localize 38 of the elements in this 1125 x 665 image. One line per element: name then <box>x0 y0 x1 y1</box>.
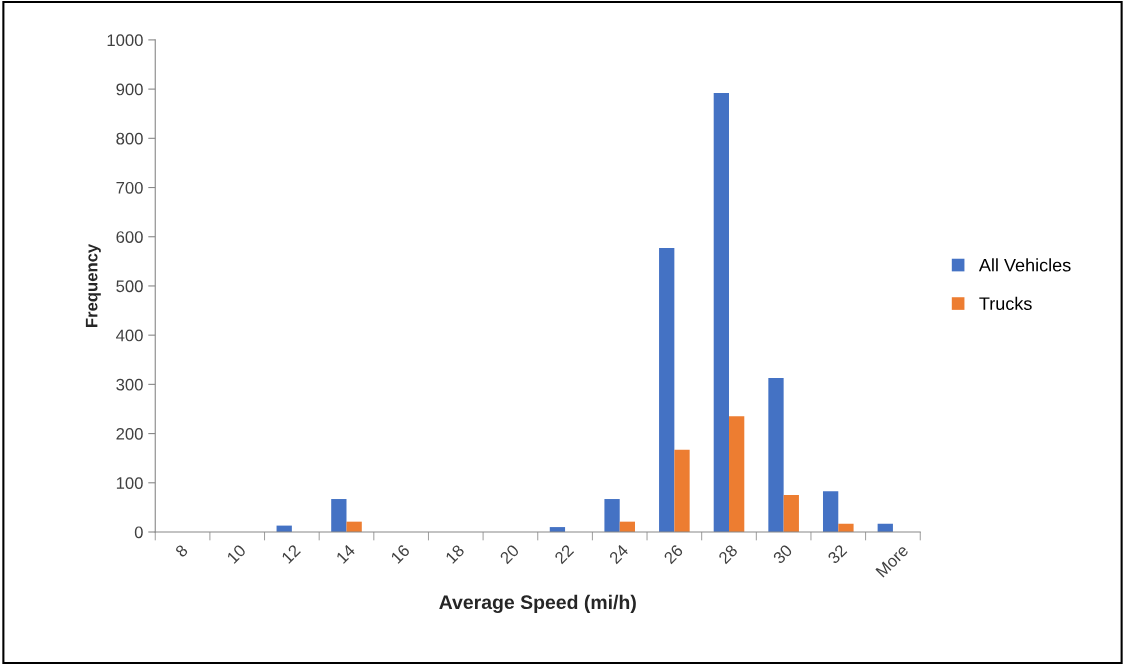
legend-label: Trucks <box>979 296 1032 311</box>
y-tick-label: 1000 <box>107 34 143 47</box>
x-tick-label: 14 <box>335 543 356 564</box>
bar <box>783 495 799 532</box>
y-tick-label: 700 <box>116 181 143 194</box>
x-tick-label: 12 <box>281 544 301 564</box>
bar <box>346 521 362 532</box>
x-tick-label: 28 <box>717 543 739 565</box>
x-tick-label: 10 <box>226 543 247 564</box>
x-tick-label: 26 <box>663 543 684 565</box>
legend-label: All Vehicles <box>978 258 1071 272</box>
y-tick-label: 100 <box>116 477 143 489</box>
x-tick-label: 8 <box>174 543 189 558</box>
bar <box>768 377 784 532</box>
bar <box>822 491 839 532</box>
x-tick-label: 16 <box>390 543 411 564</box>
x-tick-label: 24 <box>608 543 629 565</box>
y-tick-label: 300 <box>116 378 143 391</box>
y-tick-label: 500 <box>116 280 143 293</box>
x-tick-label: 22 <box>553 544 575 565</box>
bar <box>713 93 729 532</box>
bar <box>331 499 347 532</box>
y-tick-label: 800 <box>116 132 143 145</box>
y-tick-label: 0 <box>134 526 143 539</box>
x-tick-label: 30 <box>772 543 793 565</box>
bar <box>604 499 620 532</box>
y-tick-label: 900 <box>116 83 143 96</box>
bar <box>659 248 675 532</box>
bar <box>729 416 745 532</box>
x-tick-label: 18 <box>444 543 465 564</box>
x-tick-label: 32 <box>827 544 848 565</box>
bar <box>674 449 690 532</box>
x-axis-title: Average Speed (mi/h) <box>439 594 636 614</box>
y-tick-label: 400 <box>116 329 143 342</box>
y-tick-label: 200 <box>116 427 143 440</box>
x-tick-label: 20 <box>499 543 520 565</box>
y-tick-label: 600 <box>116 231 143 243</box>
y-axis-title: Frequency <box>85 243 101 327</box>
